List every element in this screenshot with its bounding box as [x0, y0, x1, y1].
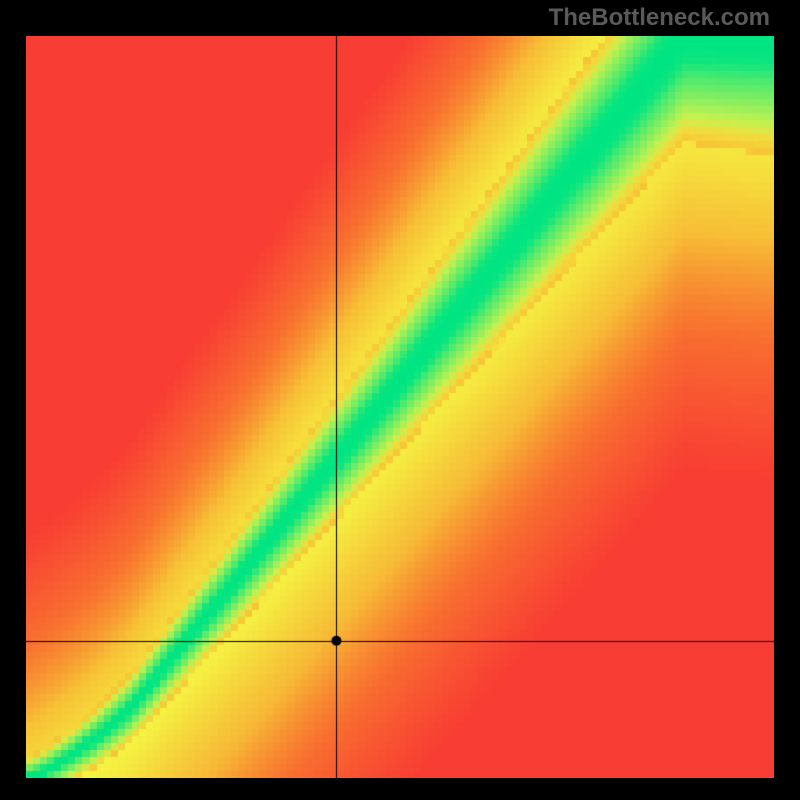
attribution-text: TheBottleneck.com	[549, 4, 770, 32]
chart-container: { "attribution": "TheBottleneck.com", "c…	[0, 0, 800, 800]
bottleneck-heatmap	[26, 36, 774, 778]
